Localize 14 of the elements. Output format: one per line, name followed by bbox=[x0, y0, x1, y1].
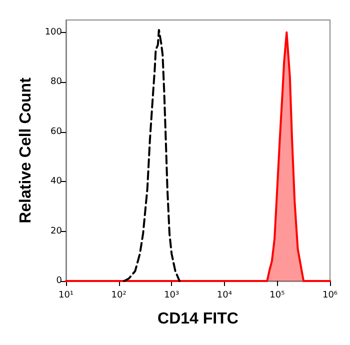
x-axis-title: CD14 FITC bbox=[158, 310, 239, 328]
y-tick-label: 80 bbox=[50, 77, 62, 88]
x-tick-label: 10¹ bbox=[58, 290, 74, 300]
x-tick-label: 10³ bbox=[164, 290, 180, 300]
y-tick-label: 100 bbox=[44, 27, 62, 38]
y-axis-title: Relative Cell Count bbox=[18, 76, 34, 224]
y-tick-label: 40 bbox=[50, 176, 62, 187]
x-tick-label: 10⁶ bbox=[322, 290, 338, 300]
y-tick-label: 60 bbox=[50, 126, 62, 137]
y-tick-label: 0 bbox=[56, 276, 62, 286]
x-tick-label: 10² bbox=[111, 290, 127, 300]
y-tick-label: 20 bbox=[50, 226, 62, 236]
x-tick-label: 10⁴ bbox=[216, 290, 232, 300]
x-tick-label: 10⁵ bbox=[270, 290, 286, 300]
